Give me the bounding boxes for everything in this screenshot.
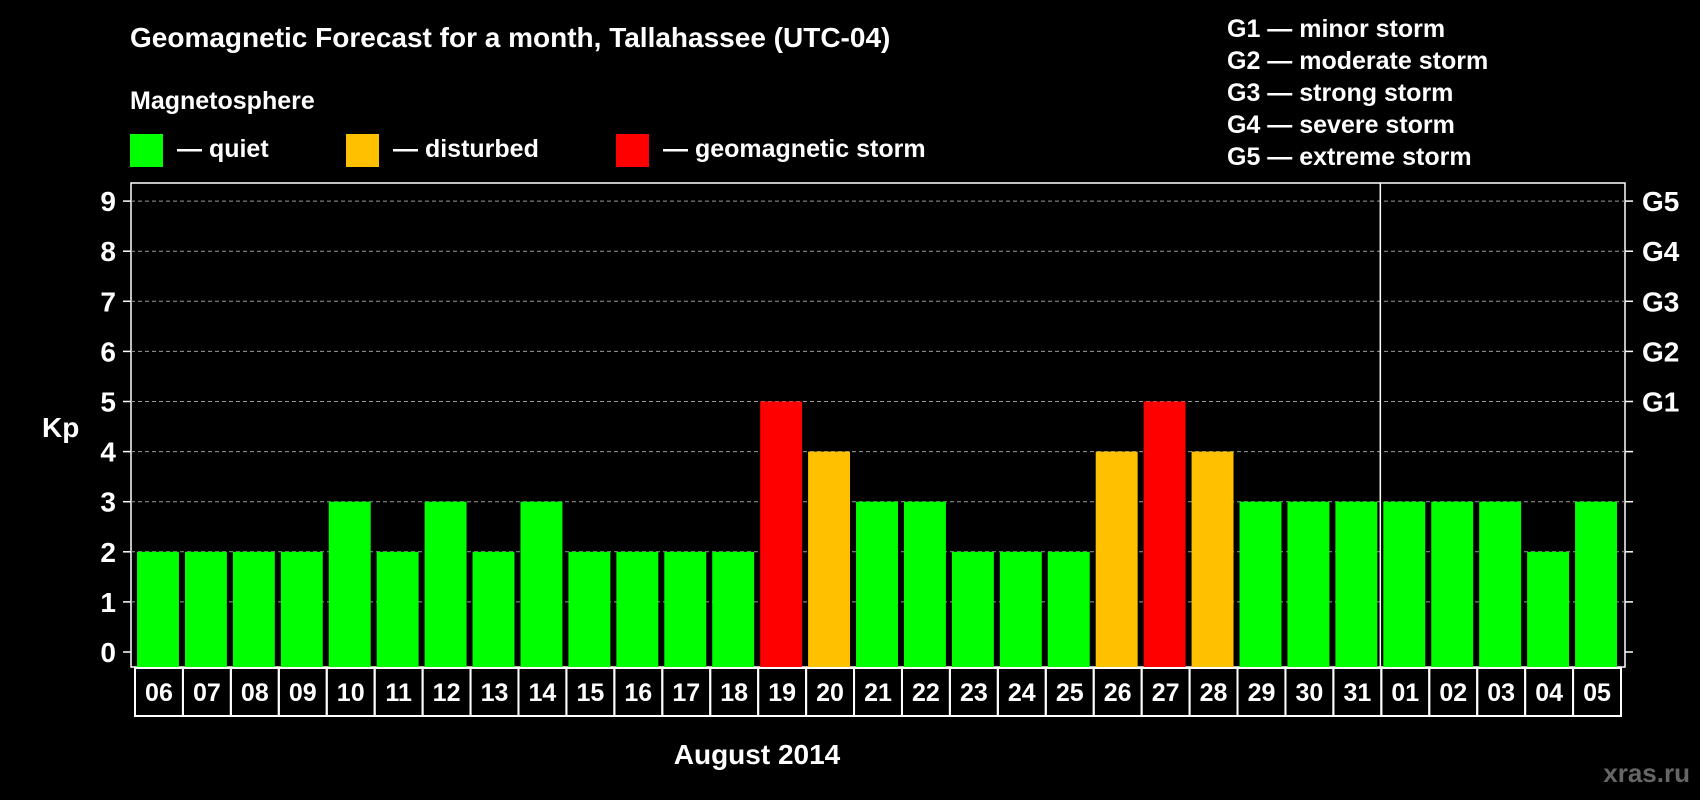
x-tick-label: 15 (576, 679, 604, 707)
bar (1575, 501, 1617, 668)
storm-scale-item: G3 — strong storm (1227, 79, 1453, 107)
bar (664, 551, 707, 668)
bar (232, 551, 275, 668)
bar (568, 551, 611, 668)
bar (760, 401, 803, 668)
bar (1431, 501, 1474, 668)
storm-scale-legend: G1 — minor storm G2 — moderate storm G3 — … (1227, 15, 1488, 171)
bar (856, 501, 898, 668)
bar (472, 551, 515, 668)
x-tick-label: 02 (1439, 679, 1467, 707)
x-tick-label: 04 (1535, 679, 1563, 707)
bar (280, 551, 323, 668)
x-tick-label: 05 (1583, 679, 1611, 707)
legend-swatch (346, 134, 379, 167)
x-tick-label: 27 (1152, 679, 1180, 707)
right-tick-label: G1 (1642, 387, 1679, 418)
storm-scale-item: G2 — moderate storm (1227, 47, 1488, 75)
x-tick-label: 10 (337, 679, 365, 707)
x-tick-label: 01 (1391, 679, 1419, 707)
bar (1143, 401, 1186, 668)
bar (808, 451, 851, 668)
bar (1287, 501, 1330, 668)
x-tick-label: 25 (1056, 679, 1084, 707)
storm-scale-item: G5 — extreme storm (1227, 143, 1472, 171)
y-tick-label: 3 (100, 487, 116, 518)
bar (903, 501, 946, 668)
x-tick-label: 18 (720, 679, 748, 707)
x-tick-label: 30 (1296, 679, 1324, 707)
bar (376, 551, 419, 668)
bar (328, 501, 371, 668)
x-tick-label: 08 (241, 679, 269, 707)
x-tick-label: 03 (1487, 679, 1515, 707)
bar (1239, 501, 1282, 668)
legend-label: — disturbed (393, 135, 539, 163)
bar (1095, 451, 1138, 668)
storm-scale-item: G4 — severe storm (1227, 111, 1455, 139)
legend-label: — quiet (177, 135, 269, 163)
bar (1047, 551, 1090, 668)
legend-swatch (616, 134, 649, 167)
bar (424, 501, 467, 668)
x-tick-label: 16 (624, 679, 652, 707)
x-tick-label: 22 (912, 679, 940, 707)
chart-subtitle: Magnetosphere (130, 87, 315, 115)
legend: — quiet — disturbed — geomagnetic storm (130, 134, 926, 167)
x-tick-label: 19 (768, 679, 796, 707)
x-tick-label: 09 (289, 679, 317, 707)
x-tick-label: 21 (864, 679, 892, 707)
bar (1479, 501, 1522, 668)
bar (137, 551, 179, 668)
bar (951, 551, 994, 668)
right-tick-label: G4 (1642, 236, 1680, 267)
x-tick-label: 07 (193, 679, 221, 707)
bar (999, 551, 1042, 668)
right-tick-label: G5 (1642, 186, 1679, 217)
bar (1383, 501, 1426, 668)
storm-scale-item: G1 — minor storm (1227, 15, 1445, 43)
bar (1191, 451, 1234, 668)
bar (1335, 501, 1378, 668)
y-tick-label: 1 (100, 587, 116, 618)
legend-swatch (130, 134, 163, 167)
x-tick-label: 24 (1008, 679, 1036, 707)
x-tick-label: 20 (816, 679, 844, 707)
y-tick-label: 0 (100, 637, 116, 668)
y-tick-label: 9 (100, 186, 116, 217)
y-tick-label: 6 (100, 336, 116, 367)
bar (712, 551, 755, 668)
bar (1527, 551, 1570, 668)
legend-label: — geomagnetic storm (663, 135, 926, 163)
x-tick-label: 13 (481, 679, 509, 707)
bar (520, 501, 563, 668)
x-tick-label: 26 (1104, 679, 1132, 707)
date-cell (1572, 667, 1623, 717)
x-tick-label: 29 (1248, 679, 1276, 707)
bar (616, 551, 659, 668)
y-tick-label: 5 (100, 387, 116, 418)
x-tick-label: 17 (672, 679, 700, 707)
right-tick-label: G2 (1642, 336, 1679, 367)
x-tick-label: 31 (1343, 679, 1371, 707)
y-tick-label: 7 (100, 286, 116, 317)
x-tick-label: 23 (960, 679, 988, 707)
y-axis-label: Kp (42, 412, 79, 443)
x-tick-label: 14 (529, 679, 557, 707)
y-tick-label: 2 (100, 537, 116, 568)
bar (184, 551, 227, 668)
x-tick-label: 28 (1200, 679, 1228, 707)
watermark: xras.ru (1603, 758, 1690, 788)
x-axis-label: August 2014 (674, 739, 841, 770)
x-tick-label: 12 (433, 679, 461, 707)
right-tick-label: G3 (1642, 286, 1679, 317)
x-tick-label: 11 (385, 679, 412, 707)
y-tick-label: 8 (100, 236, 116, 267)
y-tick-label: 4 (100, 437, 116, 468)
x-tick-label: 06 (145, 679, 173, 707)
chart-title: Geomagnetic Forecast for a month, Tallah… (130, 22, 890, 53)
